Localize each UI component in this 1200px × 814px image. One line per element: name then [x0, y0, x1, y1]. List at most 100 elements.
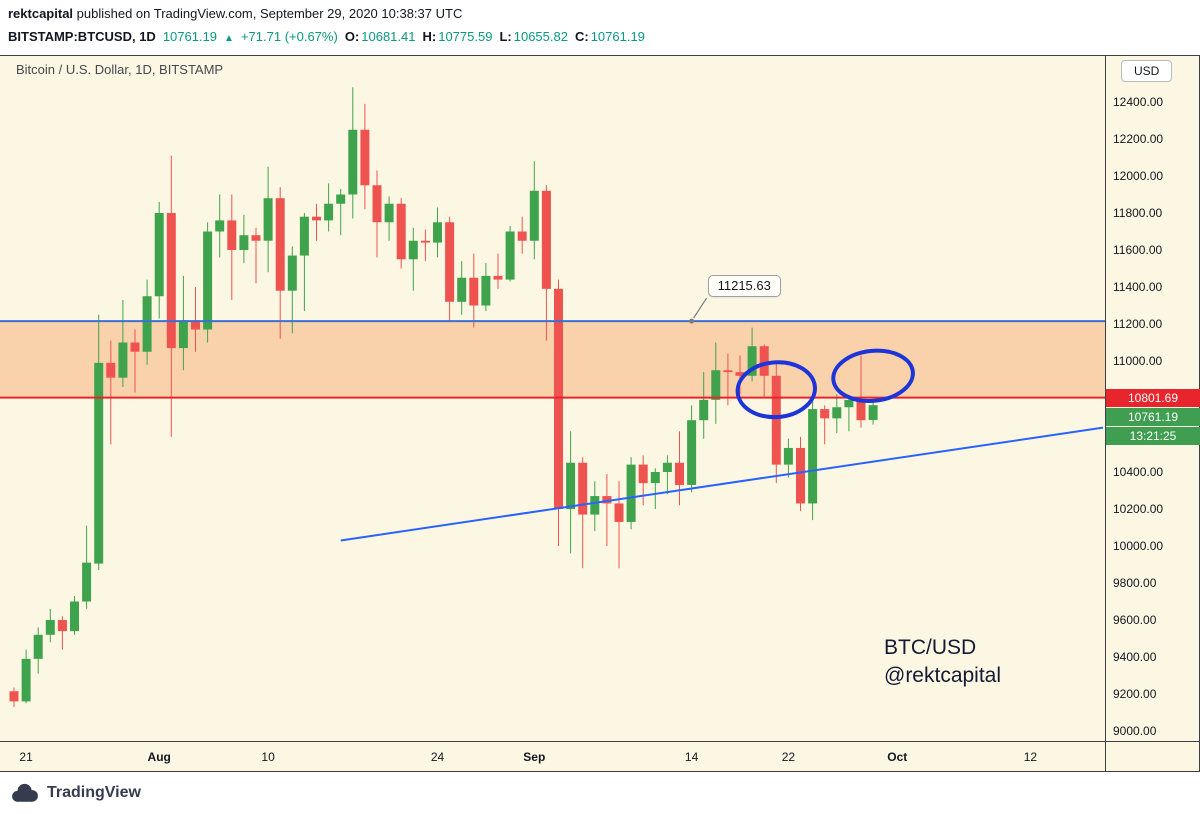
callout-anchor-dot — [689, 318, 695, 324]
close-label: C: — [574, 29, 589, 44]
footer: TradingView — [0, 772, 1200, 814]
currency-toggle-button[interactable]: USD — [1121, 60, 1173, 82]
candle-body — [469, 277, 479, 306]
plot-bottom-border — [0, 741, 1200, 742]
publish-header: rektcapital published on TradingView.com… — [0, 0, 1200, 55]
open-label: O: — [344, 29, 360, 44]
candle-body — [118, 342, 128, 378]
candle-body — [21, 658, 31, 702]
candle-body — [299, 216, 309, 256]
candle-body — [808, 409, 818, 504]
price-tick: 9000.00 — [1113, 724, 1157, 738]
symbol-interval[interactable]: BITSTAMP:BTCUSD, 1D — [8, 29, 156, 44]
trendline[interactable] — [340, 426, 1104, 542]
price-callout-label: 11215.63 — [717, 278, 771, 294]
price-tick: 10200.00 — [1113, 502, 1164, 516]
candle-body — [711, 370, 721, 400]
candle-body — [178, 320, 188, 349]
high-value: 10775.59 — [438, 29, 493, 44]
candle-body — [517, 231, 527, 241]
chart-canvas[interactable] — [0, 56, 1105, 741]
candle-body — [529, 190, 539, 241]
candle-body — [566, 462, 576, 509]
price-tick: 11600.00 — [1113, 243, 1163, 257]
price-axis[interactable]: USD 10801.69 10761.19 13:21:25 12400.00 1… — [1105, 56, 1200, 772]
candle-body — [735, 372, 745, 376]
candle-body — [771, 375, 781, 465]
price-tick: 9800.00 — [1113, 576, 1157, 590]
low-label: L: — [499, 29, 512, 44]
tradingview-logo[interactable]: TradingView — [10, 780, 141, 806]
candle-body — [9, 691, 19, 702]
candle-body — [142, 296, 152, 352]
price-callout[interactable]: 11215.63 — [707, 275, 781, 298]
watermark-line-1: BTC/USD — [884, 636, 977, 659]
candle-body — [287, 255, 297, 291]
ohlc-close: C: 10761.19 — [575, 29, 645, 44]
candle-body — [783, 447, 793, 465]
candle-body — [457, 277, 467, 302]
candle-body — [747, 346, 757, 376]
ohlc-low: L: 10655.82 — [499, 29, 568, 44]
candle-body — [33, 634, 43, 659]
time-tick: 14 — [684, 750, 699, 764]
candle-body — [251, 235, 261, 241]
time-tick: 21 — [19, 750, 33, 764]
publish-info: published on TradingView.com, September … — [73, 6, 463, 21]
highlight-circle-1[interactable] — [735, 360, 817, 420]
time-tick: 24 — [430, 750, 445, 764]
candle-body — [239, 235, 249, 250]
highlight-circle-2[interactable] — [831, 347, 916, 405]
candle-body — [191, 320, 200, 330]
time-tick: Oct — [887, 750, 908, 764]
time-tick: 12 — [1023, 750, 1038, 764]
time-tick: 10 — [261, 750, 275, 764]
candle-body — [384, 203, 394, 223]
candle-body — [106, 362, 116, 378]
candle-body — [723, 370, 733, 373]
candle-body — [57, 620, 67, 632]
candle-body — [420, 240, 430, 243]
price-tick: 9200.00 — [1113, 687, 1157, 701]
candle-body — [820, 409, 830, 419]
candle-body — [856, 399, 866, 421]
last-price: 10761.19 — [162, 29, 218, 44]
candle-body — [687, 420, 697, 485]
candle-body — [348, 129, 358, 195]
candle-body — [82, 562, 92, 602]
bar-countdown-label: 13:21:25 — [1106, 426, 1200, 445]
time-tick: Aug — [147, 750, 171, 764]
price-tick: 12400.00 — [1113, 95, 1164, 109]
candle-body — [832, 407, 842, 419]
callout-leader-line — [693, 297, 708, 319]
support-price-label: 10801.69 — [1106, 388, 1200, 407]
time-tick: Sep — [523, 750, 546, 764]
candle-body — [324, 203, 334, 221]
chart-legend[interactable]: Bitcoin / U.S. Dollar, 1D, BITSTAMP — [16, 62, 224, 77]
candle-body — [662, 462, 672, 472]
price-tick: 9600.00 — [1113, 613, 1157, 627]
close-value: 10761.19 — [590, 29, 645, 44]
candle-body — [433, 222, 442, 243]
price-tick: 11400.00 — [1113, 280, 1163, 294]
candle-body — [203, 231, 213, 330]
candle-body — [263, 198, 273, 241]
candle-body — [408, 240, 418, 260]
candle-body — [650, 472, 660, 484]
watermark-line-2: @rektcapital — [884, 664, 1002, 687]
candle-body — [578, 462, 588, 515]
candle-body — [312, 216, 321, 221]
high-label: H: — [422, 29, 437, 44]
tradingview-cloud-icon — [12, 783, 38, 802]
candle-body — [166, 213, 176, 349]
candle-body — [796, 447, 805, 504]
candle-body — [638, 464, 648, 484]
price-tick: 9400.00 — [1113, 650, 1157, 664]
ohlc-open: O: 10681.41 — [345, 29, 416, 44]
author-name[interactable]: rektcapital — [8, 6, 74, 21]
time-axis[interactable]: 21 Aug 10 24 Sep 14 22 Oct 12 — [0, 742, 1105, 772]
price-tick: 11200.00 — [1113, 317, 1163, 331]
resistance-zone[interactable] — [0, 321, 1105, 398]
price-tick: 12000.00 — [1113, 169, 1164, 183]
